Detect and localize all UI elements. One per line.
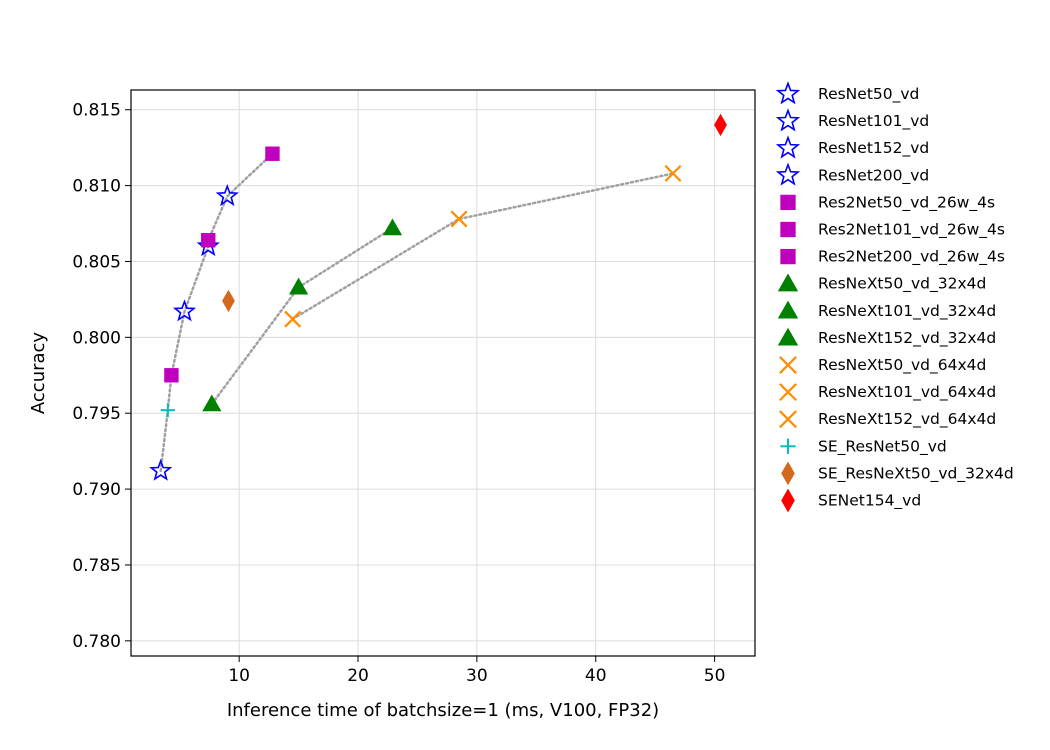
legend-item: ResNeXt101_vd_64x4d	[779, 383, 996, 402]
legend-marker	[775, 135, 801, 159]
legend-label: ResNet101_vd	[818, 112, 929, 131]
legend-marker	[777, 327, 799, 346]
y-tick-label: 0.805	[72, 252, 121, 272]
legend-label: ResNet152_vd	[818, 139, 929, 158]
grid	[131, 90, 755, 656]
legend-label: SE_ResNet50_vd	[818, 437, 947, 456]
legend-item: ResNeXt101_vd_32x4d	[777, 300, 996, 321]
y-tick-label: 0.785	[72, 556, 121, 576]
legend-marker	[779, 383, 797, 402]
legend-item: ResNeXt50_vd_64x4d	[779, 356, 986, 375]
legend-label: Res2Net50_vd_26w_4s	[818, 193, 995, 212]
data-point	[382, 218, 403, 236]
connector-line	[159, 152, 274, 473]
data-point	[172, 299, 197, 322]
x-tick-label: 50	[704, 666, 726, 686]
x-tick-label: 20	[347, 666, 369, 686]
legend-item: SENet154_vd	[781, 488, 921, 513]
legend-item: ResNeXt152_vd_64x4d	[779, 410, 996, 429]
data-points	[149, 113, 727, 481]
legend-item: SE_ResNet50_vd	[780, 437, 947, 456]
y-axis-label: Accuracy	[28, 332, 49, 415]
legend-marker	[777, 300, 799, 319]
legend-marker	[780, 248, 796, 265]
legend-item: Res2Net200_vd_26w_4s	[780, 248, 1005, 267]
legend-marker	[775, 108, 801, 132]
y-tick-label: 0.815	[72, 101, 121, 121]
data-point	[288, 277, 309, 295]
legend-item: SE_ResNeXt50_vd_32x4d	[781, 461, 1014, 486]
data-point	[222, 289, 235, 313]
data-point	[164, 368, 179, 383]
legend-item: ResNeXt152_vd_32x4d	[777, 327, 996, 348]
legend-marker	[780, 221, 796, 238]
legend-item: Res2Net50_vd_26w_4s	[780, 193, 995, 212]
legend-marker	[780, 194, 796, 211]
legend-label: SENet154_vd	[818, 492, 921, 511]
data-point	[450, 210, 468, 228]
data-point	[202, 394, 222, 412]
legend-label: ResNeXt50_vd_64x4d	[818, 356, 986, 375]
legend-item: ResNet152_vd	[775, 135, 929, 159]
data-point	[714, 113, 727, 137]
legend-label: ResNet50_vd	[818, 85, 919, 104]
legend-label: ResNeXt101_vd_32x4d	[818, 302, 996, 321]
legend-label: ResNeXt101_vd_64x4d	[818, 383, 996, 402]
legend-marker	[775, 81, 801, 105]
legend-marker	[781, 488, 795, 513]
legend-item: ResNet200_vd	[775, 162, 929, 186]
data-point	[160, 402, 176, 418]
y-tick-label: 0.780	[72, 632, 121, 652]
legend-marker	[781, 461, 795, 486]
legend-item: Res2Net101_vd_26w_4s	[780, 221, 1005, 240]
y-tick-label: 0.790	[72, 480, 121, 500]
x-tick-label: 40	[585, 666, 607, 686]
x-axis-label: Inference time of batchsize=1 (ms, V100,…	[227, 700, 659, 721]
y-axis-ticks: 0.780 0.785 0.790 0.795 0.800 0.805 0.810 0.815	[72, 101, 131, 652]
legend-item: ResNet50_vd	[775, 81, 919, 105]
legend-label: ResNet200_vd	[818, 166, 929, 185]
legend-marker	[779, 410, 797, 429]
x-tick-label: 10	[228, 666, 250, 686]
data-point	[284, 310, 302, 328]
legend-marker	[775, 162, 801, 186]
y-tick-label: 0.795	[72, 404, 121, 424]
legend-marker	[779, 356, 797, 374]
data-point	[664, 165, 682, 182]
legend-label: ResNeXt152_vd_64x4d	[818, 410, 996, 429]
y-tick-label: 0.800	[72, 328, 121, 348]
connector-line	[291, 172, 675, 321]
legend-label: SE_ResNeXt50_vd_32x4d	[818, 464, 1014, 483]
data-point	[149, 458, 173, 481]
data-point	[265, 146, 280, 161]
data-point	[215, 184, 239, 207]
legend-marker	[780, 438, 796, 454]
y-tick-label: 0.810	[72, 177, 121, 197]
legend-label: Res2Net200_vd_26w_4s	[818, 248, 1005, 267]
legend-item: ResNet101_vd	[775, 108, 929, 132]
legend-label: ResNeXt152_vd_32x4d	[818, 329, 996, 348]
legend-label: ResNeXt50_vd_32x4d	[818, 275, 986, 294]
plot-area-frame	[130, 89, 756, 657]
legend: ResNet50_vd ResNet101_vd ResNet152_vd ResNe…	[775, 81, 1014, 513]
legend-marker	[777, 273, 799, 292]
legend-label: Res2Net101_vd_26w_4s	[818, 221, 1005, 240]
legend-item: ResNeXt50_vd_32x4d	[777, 273, 986, 294]
x-axis-ticks: 10 20 30 40 50	[228, 656, 725, 686]
data-point	[201, 233, 216, 248]
x-tick-label: 30	[466, 666, 488, 686]
